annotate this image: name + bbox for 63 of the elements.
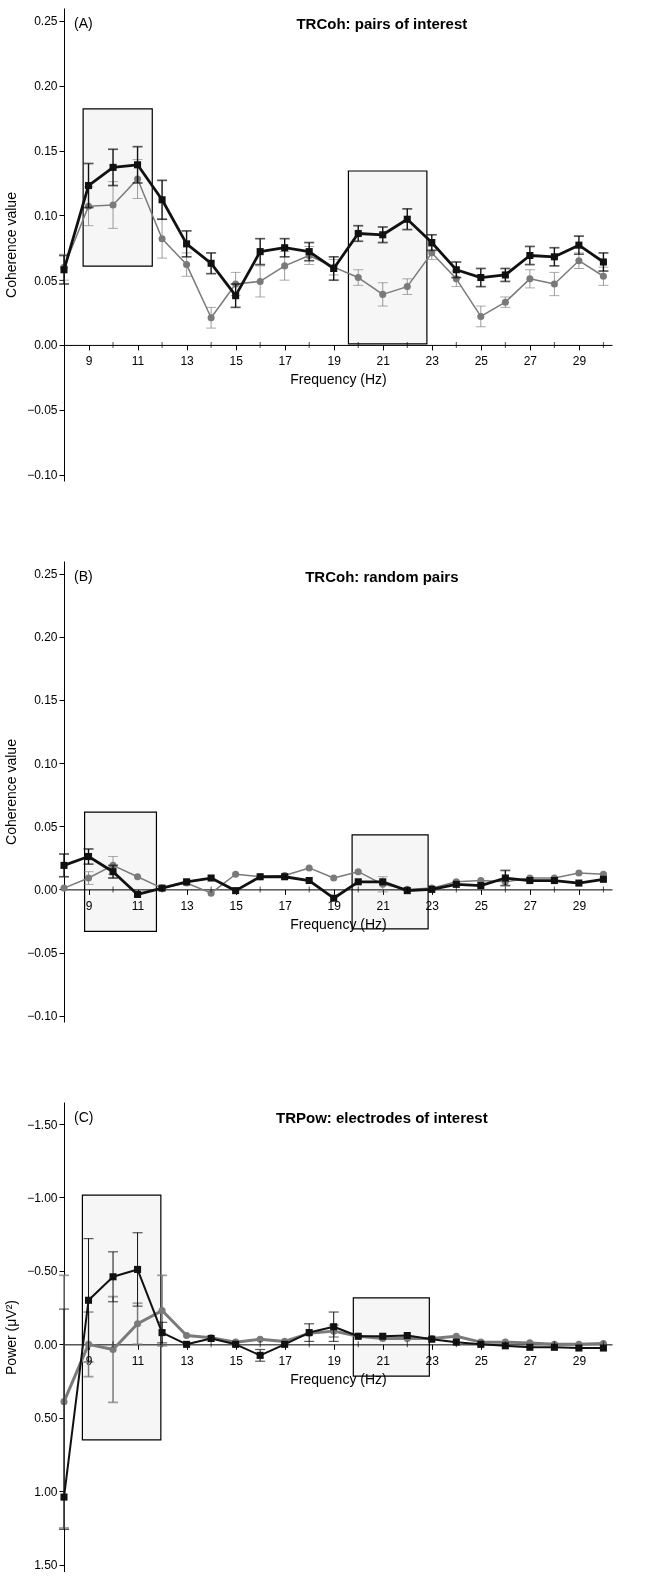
y-tick-label: 1.00: [34, 1484, 58, 1499]
x-tick-label: 17: [278, 1353, 293, 1368]
y-tick-label: 0.20: [34, 79, 58, 94]
x-tick-label: 13: [180, 1353, 195, 1368]
annotation: (B): [74, 568, 93, 584]
y-tick-label: −0.10: [27, 1009, 58, 1024]
y-tick-label: 0.25: [34, 567, 58, 582]
x-tick-label: 11: [131, 354, 145, 369]
x-tick-label: 19: [327, 354, 342, 369]
x-tick-label: 15: [229, 898, 244, 913]
x-tick-label: 29: [572, 1353, 587, 1368]
x-axis-title: Frequency (Hz): [290, 371, 387, 388]
x-tick-label: 23: [425, 354, 440, 369]
x-tick-label: 9: [85, 898, 93, 913]
x-tick-label: 19: [327, 1353, 342, 1368]
y-tick-label: −0.10: [27, 468, 58, 483]
x-tick-label: 25: [474, 354, 489, 369]
x-tick-label: 25: [474, 1353, 489, 1368]
x-tick-label: 19: [327, 898, 342, 913]
x-tick-label: 13: [180, 354, 195, 369]
y-tick-label: 0.05: [34, 819, 58, 834]
y-tick-label: 0.00: [34, 1337, 58, 1352]
x-tick-label: 27: [523, 898, 538, 913]
x-tick-label: 11: [131, 1353, 145, 1368]
x-tick-label: 21: [376, 898, 391, 913]
x-tick-label: 25: [474, 898, 489, 913]
annotation: (C): [74, 1109, 94, 1125]
y-tick-label: −1.00: [27, 1190, 58, 1205]
y-tick-label: −1.50: [27, 1117, 58, 1132]
x-tick-label: 15: [229, 354, 244, 369]
y-tick-label: 0.05: [34, 273, 58, 288]
y-tick-label: 0.25: [34, 14, 58, 29]
y-tick-label: −0.05: [27, 403, 58, 418]
x-tick-label: 29: [572, 354, 587, 369]
y-tick-label: −0.05: [27, 946, 58, 961]
chart-title: TRCoh: pairs of interest: [296, 15, 468, 32]
y-tick-label: 0.50: [34, 1411, 58, 1426]
y-tick-label: 1.50: [34, 1558, 58, 1573]
y-tick-label: 0.10: [34, 208, 58, 223]
y-axis-title: Coherence value: [3, 191, 20, 298]
chart-title: TRCoh: random pairs: [305, 568, 459, 585]
y-axis-title: Power (μV²): [3, 1300, 20, 1375]
annotation: (A): [74, 15, 93, 31]
y-tick-label: −0.50: [27, 1264, 58, 1279]
x-tick-label: 13: [180, 898, 195, 913]
y-tick-label: 0.00: [34, 338, 58, 353]
x-tick-label: 17: [278, 354, 293, 369]
text: TRPow: electrodes of interest: [275, 1109, 488, 1126]
x-tick-label: 17: [278, 898, 293, 913]
x-tick-label: 21: [376, 354, 391, 369]
x-tick-label: 9: [85, 354, 93, 369]
y-tick-label: 0.15: [34, 144, 58, 159]
x-tick-label: 29: [572, 898, 587, 913]
y-tick-label: 0.15: [34, 693, 58, 708]
x-tick-label: 27: [523, 1353, 538, 1368]
x-tick-label: 15: [229, 1353, 244, 1368]
y-tick-label: 0.10: [34, 756, 58, 771]
y-axis-title: Coherence value: [3, 738, 20, 845]
y-tick-label: 0.00: [34, 882, 58, 897]
x-tick-label: 11: [131, 898, 145, 913]
y-tick-label: 0.20: [34, 630, 58, 645]
x-tick-label: 27: [523, 354, 538, 369]
x-tick-label: 21: [376, 1353, 391, 1368]
